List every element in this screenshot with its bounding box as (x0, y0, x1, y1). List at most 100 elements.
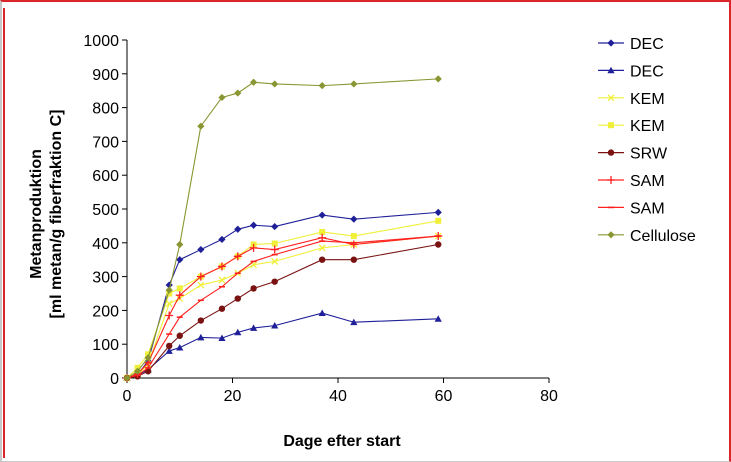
data-point (218, 276, 226, 284)
data-point (435, 241, 442, 248)
data-point (165, 300, 173, 308)
x-tick-label: 20 (224, 388, 242, 405)
data-point (434, 208, 442, 216)
data-point (250, 78, 258, 86)
legend-item: DEC (598, 36, 664, 53)
data-point (234, 89, 242, 97)
data-point (271, 278, 278, 285)
data-point (318, 211, 326, 219)
legend-marker (607, 231, 615, 239)
legend-item: SRW (598, 146, 668, 163)
data-point (176, 343, 184, 351)
data-point (435, 217, 442, 224)
legend-label: DEC (630, 63, 664, 80)
x-axis-title: Dage efter start (283, 433, 401, 450)
data-point (218, 93, 226, 102)
data-point (350, 80, 358, 88)
data-point (165, 311, 174, 320)
y-tick-label: 300 (92, 270, 119, 287)
legend-marker (607, 94, 615, 102)
legend-marker (607, 39, 615, 47)
legend-item: KEM (598, 118, 665, 135)
legend-label: SAM (630, 200, 665, 217)
y-axis-title: Metanproduktion [ml metan/g fiberfraktio… (28, 110, 65, 319)
legend-label: SAM (630, 173, 665, 190)
y-tick-label: 500 (92, 202, 119, 219)
data-point (349, 240, 358, 249)
data-point (250, 221, 258, 229)
legend-label: KEM (630, 91, 665, 108)
legend-marker (607, 66, 615, 74)
data-point (271, 80, 279, 88)
data-point (218, 235, 226, 244)
legend-marker (607, 149, 615, 156)
data-point (176, 256, 184, 264)
data-point (123, 374, 131, 382)
data-point (350, 233, 357, 240)
series-5 (123, 232, 443, 382)
legend-label: SRW (630, 146, 668, 163)
data-point (197, 317, 205, 324)
x-tick-label: 0 (123, 388, 132, 405)
data-point (197, 333, 205, 341)
data-point (434, 75, 442, 83)
data-point (196, 272, 205, 281)
y-tick-label: 800 (92, 101, 119, 118)
legend-item: SAM (598, 200, 665, 217)
data-point (165, 286, 173, 294)
legend-label: Cellulose (630, 228, 696, 245)
y-tick-label: 700 (92, 134, 119, 151)
series-line (126, 235, 439, 379)
y-tick-label: 0 (110, 371, 119, 388)
series-line (126, 243, 439, 379)
data-point (318, 82, 326, 90)
data-point (144, 354, 152, 362)
data-point (234, 295, 241, 302)
series-line (126, 312, 439, 379)
data-point (319, 228, 326, 235)
data-point (350, 215, 358, 223)
left-accent-rule (3, 8, 5, 458)
data-point (249, 243, 258, 252)
legend-item: Cellulose (598, 228, 696, 245)
y-tick-label: 400 (92, 236, 119, 253)
data-point (197, 281, 205, 289)
series-line (126, 220, 439, 379)
legend-item: SAM (598, 173, 665, 190)
data-point (250, 285, 257, 292)
y-tick-label: 900 (92, 67, 119, 84)
series-6 (124, 235, 442, 379)
data-point (434, 315, 442, 322)
legend-marker (608, 122, 614, 129)
data-point (270, 245, 279, 254)
data-point (318, 244, 326, 252)
data-point (218, 305, 226, 312)
data-point (234, 225, 242, 233)
y-tick-label: 100 (92, 337, 119, 354)
data-point (318, 256, 326, 263)
y-axis-title-line-2: [ml metan/g fiberfraktion C] (48, 110, 65, 319)
x-tick-label: 40 (329, 388, 347, 405)
data-point (350, 256, 358, 263)
data-point (175, 291, 184, 300)
data-point (176, 285, 183, 292)
legend-item: DEC (598, 63, 664, 80)
legend-label: DEC (630, 36, 664, 53)
series-7 (123, 75, 442, 382)
y-tick-label: 1000 (83, 33, 119, 50)
y-tick-label: 600 (92, 168, 119, 185)
data-point (271, 222, 279, 231)
series-line (126, 78, 439, 379)
legend-item: KEM (598, 91, 665, 108)
data-point (197, 122, 205, 130)
series-2 (123, 232, 442, 382)
data-point (271, 322, 279, 329)
data-point (133, 367, 142, 375)
legend: DEC DEC KEM KEM SRW SAM SAM Cellulose (598, 36, 696, 245)
series-line (126, 211, 439, 379)
data-point (271, 257, 279, 265)
series-4 (123, 241, 442, 382)
data-point (350, 318, 358, 326)
data-point (176, 240, 184, 249)
data-point (165, 347, 173, 354)
